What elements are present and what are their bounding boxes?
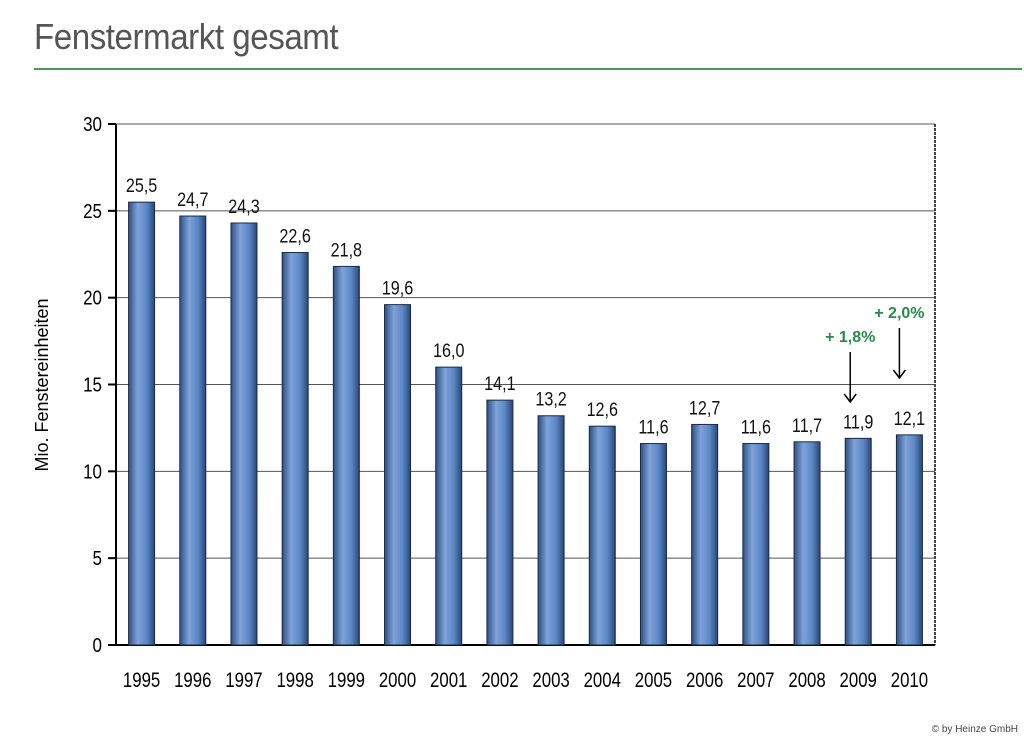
data-label: 11,6 — [741, 416, 771, 438]
bar-2003 — [537, 415, 565, 646]
y-axis-label: Mio. Fenstereinheiten — [32, 298, 52, 471]
page-title: Fenstermarkt gesamt — [34, 16, 339, 57]
x-tick-label: 2005 — [635, 669, 672, 692]
data-label: 24,7 — [177, 189, 208, 211]
data-label: 19,6 — [382, 277, 414, 299]
data-label: 11,9 — [843, 411, 873, 433]
data-label: 12,6 — [587, 399, 619, 421]
bar-2008 — [793, 441, 821, 646]
arrow-head-icon — [892, 369, 907, 380]
data-label: 16,0 — [433, 340, 465, 362]
y-tick-label: 30 — [83, 113, 102, 136]
bar-2000 — [384, 304, 412, 646]
x-tick-label: 2009 — [840, 669, 877, 692]
x-tick-label: 2008 — [788, 669, 825, 692]
y-tick-label: 5 — [93, 547, 102, 570]
y-tick-label: 10 — [83, 460, 102, 483]
bar-2009 — [844, 437, 872, 646]
x-tick-label: 1999 — [328, 669, 365, 692]
data-label: 12,1 — [894, 408, 925, 430]
x-tick-label: 2001 — [430, 669, 467, 692]
bar-2001 — [435, 366, 463, 646]
x-tick-label: 2007 — [737, 669, 774, 692]
bar-1996 — [179, 215, 207, 646]
data-label: 21,8 — [331, 239, 363, 261]
growth-annotation: + 1,8% — [825, 329, 875, 346]
data-label: 11,7 — [792, 415, 822, 437]
y-tick-label: 0 — [93, 634, 102, 657]
x-tick-label: 2006 — [686, 669, 723, 692]
bar-1998 — [281, 252, 309, 646]
copyright: © by Heinze GmbH — [931, 724, 1018, 735]
bar-1999 — [332, 265, 360, 646]
y-tick-label: 20 — [83, 286, 102, 309]
bar-1995 — [128, 201, 156, 646]
y-tick-label: 15 — [83, 373, 102, 396]
data-label: 13,2 — [535, 389, 566, 411]
x-tick-label: 1998 — [276, 669, 313, 692]
x-tick-label: 1996 — [174, 669, 211, 692]
data-label: 11,6 — [638, 416, 668, 438]
title-divider — [34, 68, 1022, 70]
arrow-head-icon — [843, 393, 857, 404]
x-tick-label: 2003 — [532, 669, 569, 692]
bar-2007 — [742, 443, 770, 646]
growth-annotation: + 2,0% — [874, 305, 924, 322]
x-tick-label: 2002 — [481, 669, 518, 692]
x-tick-label: 1997 — [225, 669, 262, 692]
data-label: 12,7 — [689, 397, 720, 419]
y-tick-label: 25 — [83, 200, 102, 223]
data-label: 22,6 — [279, 225, 311, 247]
x-tick-label: 2010 — [891, 669, 928, 692]
x-tick-label: 1995 — [123, 669, 160, 692]
data-label: 14,1 — [484, 373, 515, 395]
data-label: 25,5 — [126, 175, 158, 197]
bar-2006 — [691, 423, 719, 646]
bar-2010 — [895, 434, 923, 646]
bar-2005 — [639, 443, 667, 646]
x-tick-label: 2004 — [584, 669, 622, 692]
data-label: 24,3 — [228, 196, 260, 218]
bar-2002 — [486, 399, 514, 646]
x-tick-label: 2000 — [379, 669, 416, 692]
bar-1997 — [230, 222, 258, 646]
bar-2004 — [588, 425, 616, 646]
